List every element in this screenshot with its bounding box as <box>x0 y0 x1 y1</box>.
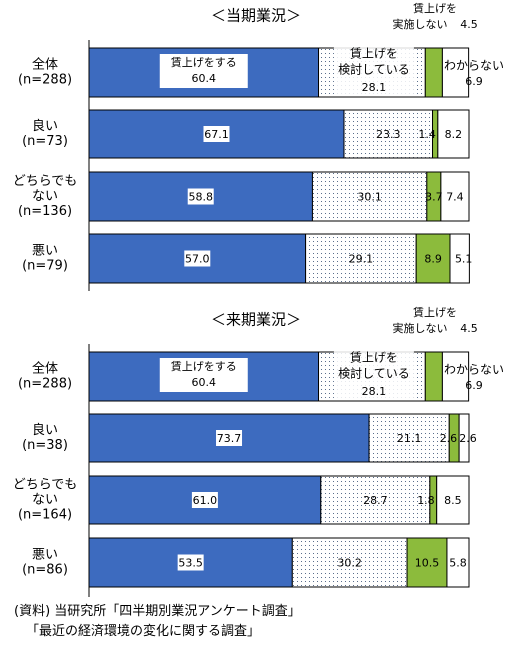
c2-value-label-r1-s3: 2.6 <box>459 432 477 445</box>
c1-callout-consider-box <box>333 46 414 96</box>
c2-value-label-r2-s1: 28.7 <box>363 494 388 507</box>
c2-value-label-r3-s0: 53.5 <box>178 557 203 570</box>
c1-title: ＜当期業況＞ <box>211 7 301 25</box>
c2-category-label-3-0: 悪い <box>32 548 58 563</box>
c1-callout-consider-label-1: 賃上げを <box>350 46 398 61</box>
c2-value-label-r1-s1: 21.1 <box>397 432 422 445</box>
c1-value-box-r2 <box>187 188 214 205</box>
c2-bar-r3-s3 <box>446 537 470 588</box>
c2-category-label-2-2: (n=164) <box>18 508 72 523</box>
c2-callout-do-value: 60.4 <box>192 376 217 389</box>
c2-callout-consider-label-1: 賃上げを <box>350 350 398 365</box>
c2-category-label-0-1: (n=288) <box>18 377 72 392</box>
c1-bar-r2-s3 <box>440 171 470 222</box>
c1-category-label-2-0: どちらでも <box>13 174 78 189</box>
c2-callout-not-label-1: 賃上げを <box>413 305 457 319</box>
c2-bar-r1-s3 <box>458 413 470 463</box>
c1-value-label-r3-s2: 8.9 <box>424 253 442 266</box>
c1-bar-r3-s2 <box>415 233 451 284</box>
c2-value-label-r1-s2: 2.6 <box>440 432 458 445</box>
c2-value-label-r2-s3: 8.5 <box>444 494 462 507</box>
c1-category-label-2-2: (n=136) <box>18 204 72 219</box>
c1-value-label-r1-s1: 23.3 <box>376 128 401 141</box>
c2-value-label-r1-s0: 73.7 <box>217 432 242 445</box>
c1-bar-r1-s3 <box>437 109 470 159</box>
c1-value-label-r2-s0: 58.8 <box>188 191 213 204</box>
c1-value-label-r1-s2: 1.4 <box>418 128 436 141</box>
c1-value-box-r3 <box>184 250 211 267</box>
c1-callout-not-label-1: 賃上げを <box>413 1 457 15</box>
c1-category-label-0-0: 全体 <box>32 57 58 73</box>
c2-callout-unknown-value: 6.9 <box>465 379 483 392</box>
c2-category-label-2-1: ない <box>32 493 58 508</box>
c2-callout-do-box <box>159 358 248 392</box>
c2-callout-unknown-label: わからない <box>444 363 504 377</box>
source-line-1: (資料) 当研究所「四半期別業況アンケート調査」 <box>14 604 301 619</box>
c1-category-label-1-0: 良い <box>32 118 58 134</box>
c1-callout-do-label: 賃上げをする <box>171 55 237 69</box>
c2-value-label-r2-s0: 61.0 <box>193 494 218 507</box>
c2-bar-r0-s3 <box>441 351 470 402</box>
c1-bar-r2-s1 <box>311 171 428 222</box>
c1-category-label-3-0: 悪い <box>32 244 58 259</box>
c2-bar-r2-s1 <box>320 475 431 525</box>
c1-value-label-r2-s3: 7.4 <box>446 191 464 204</box>
c1-bar-r3-s3 <box>449 233 470 284</box>
c2-callout-not-label-2: 実施しない <box>393 321 448 335</box>
c2-value-box-r3 <box>177 554 204 571</box>
source-line-2: 「最近の経済環境の変化に関する調査」 <box>26 624 261 639</box>
c1-bar-r3-s1 <box>305 233 417 284</box>
c2-category-label-1-1: (n=38) <box>22 438 68 453</box>
c1-bar-r0-s3 <box>441 47 470 98</box>
c1-value-label-r2-s2: 3.7 <box>425 191 443 204</box>
c1-value-label-r3-s3: 5.1 <box>455 253 473 266</box>
c2-value-box-r2 <box>191 492 218 508</box>
c1-bar-r0-s2 <box>424 47 443 98</box>
c1-value-box-r1 <box>203 126 230 142</box>
c1-callout-not-value: 4.5 <box>460 18 478 31</box>
c2-value-label-r3-s2: 10.5 <box>415 557 440 570</box>
c2-callout-do-label: 賃上げをする <box>171 359 237 373</box>
c2-bar-r0-s2 <box>424 351 443 402</box>
c2-category-label-3-1: (n=86) <box>22 563 68 578</box>
c1-value-label-r2-s1: 30.1 <box>357 191 382 204</box>
c1-value-label-r1-s3: 8.2 <box>445 128 463 141</box>
c1-category-label-0-1: (n=288) <box>18 73 72 88</box>
c2-callout-not-value: 4.5 <box>460 322 478 335</box>
c2-callout-consider-box <box>333 350 414 400</box>
c1-callout-not-label-2: 実施しない <box>393 17 448 31</box>
c1-category-label-1-1: (n=73) <box>22 134 68 149</box>
c2-bar-r3-s1 <box>291 537 408 588</box>
c2-title: ＜来期業況＞ <box>211 311 301 329</box>
c1-callout-consider-value: 28.1 <box>362 81 387 94</box>
c2-bar-r1-s1 <box>368 413 450 463</box>
c2-value-box-r1 <box>216 430 243 446</box>
c1-callout-unknown-value: 6.9 <box>465 75 483 88</box>
c2-callout-consider-label-2: 検討している <box>338 366 410 381</box>
c2-value-label-r3-s1: 30.2 <box>337 557 362 570</box>
c1-callout-unknown-label: わからない <box>444 59 504 73</box>
c2-category-label-0-0: 全体 <box>32 361 58 377</box>
c1-category-label-3-1: (n=79) <box>22 259 68 274</box>
c1-value-label-r3-s0: 57.0 <box>185 253 210 266</box>
c1-category-label-2-1: ない <box>32 189 58 204</box>
c1-callout-do-box <box>159 54 248 88</box>
c2-value-label-r2-s2: 1.8 <box>417 494 435 507</box>
c2-bar-r2-s3 <box>436 475 470 525</box>
c2-callout-consider-value: 28.1 <box>362 385 387 398</box>
c2-category-label-2-0: どちらでも <box>13 478 78 493</box>
c2-category-label-1-0: 良い <box>32 422 58 438</box>
c1-callout-consider-label-2: 検討している <box>338 62 410 77</box>
c1-value-label-r1-s0: 67.1 <box>204 128 229 141</box>
c1-value-label-r3-s1: 29.1 <box>349 253 374 266</box>
c1-callout-do-value: 60.4 <box>192 72 217 85</box>
c2-value-label-r3-s3: 5.8 <box>449 557 467 570</box>
